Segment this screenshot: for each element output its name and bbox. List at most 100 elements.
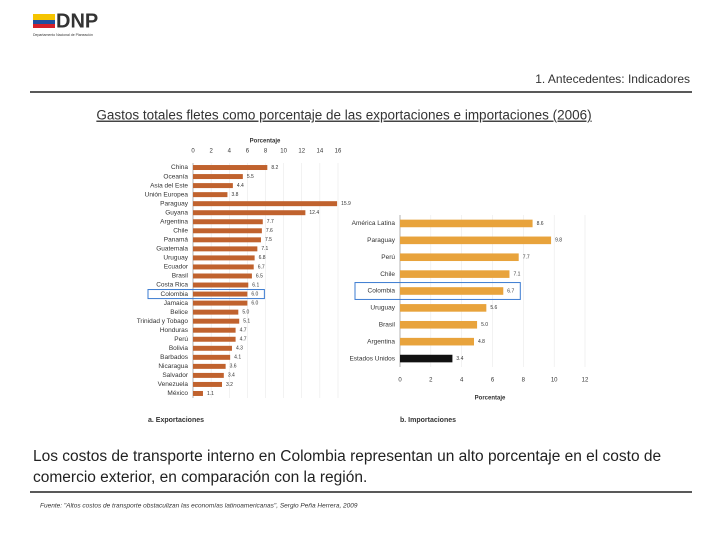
category-label: Panamá [164, 237, 189, 244]
value-label: 5.0 [481, 322, 488, 328]
category-label: Belice [170, 309, 188, 316]
x-tick-label: 12 [582, 378, 589, 384]
x-tick-label: 10 [280, 149, 287, 155]
bar [400, 236, 552, 245]
value-label: 5.6 [490, 305, 497, 311]
value-label: 3.6 [230, 364, 237, 370]
category-label: Guatemala [156, 246, 188, 253]
x-tick-label: 2 [209, 149, 213, 155]
value-label: 12.4 [309, 210, 319, 216]
bar [400, 320, 478, 329]
value-label: 7.6 [266, 228, 273, 234]
x-tick-label: 2 [429, 378, 433, 384]
bar [193, 309, 239, 315]
category-label: Unión Europea [145, 191, 189, 198]
x-tick-label: 8 [264, 149, 268, 155]
category-label: Chile [380, 271, 395, 278]
value-label: 6.7 [507, 288, 514, 294]
category-label: Jamaica [164, 300, 189, 307]
category-label: Chile [173, 228, 188, 235]
value-label: 3.2 [226, 382, 233, 388]
bar [193, 327, 236, 333]
bar [193, 237, 261, 243]
category-label: Brasil [172, 273, 189, 280]
bar [400, 253, 519, 262]
bar [193, 390, 203, 396]
bar [400, 287, 504, 295]
value-label: 6.8 [259, 255, 266, 261]
category-label: Trinidad y Tobago [137, 318, 189, 325]
category-label: Estados Unidos [349, 355, 395, 362]
x-tick-label: 6 [246, 149, 250, 155]
category-label: Colombia [161, 291, 189, 298]
bar [193, 165, 268, 171]
category-label: Paraguay [367, 237, 396, 244]
value-label: 8.6 [537, 221, 544, 227]
x-tick-label: 12 [298, 149, 305, 155]
x-tick-label: 0 [398, 378, 402, 384]
bar [193, 381, 222, 387]
bar [400, 270, 510, 278]
category-label: Brasil [379, 321, 396, 328]
value-label: 4.7 [240, 328, 247, 334]
category-label: Perú [174, 336, 188, 343]
logo-name: DNP [56, 10, 98, 32]
value-label: 4.4 [237, 183, 244, 189]
bar [193, 183, 233, 189]
section-header: 1. Antecedentes: Indicadores [535, 72, 690, 86]
bar [400, 219, 533, 228]
value-label: 3.4 [228, 373, 235, 379]
category-label: México [167, 390, 188, 397]
value-label: 9.8 [555, 238, 562, 244]
bar [400, 337, 474, 346]
bar [193, 291, 248, 297]
x-tick-label: 4 [460, 378, 464, 384]
flag-red [33, 24, 55, 28]
chart-title: a. Exportaciones [148, 417, 204, 424]
value-label: 8.2 [271, 165, 278, 171]
value-label: 6.7 [258, 264, 265, 270]
value-label: 1.1 [207, 391, 214, 397]
value-label: 5.1 [243, 319, 250, 325]
value-label: 6.0 [251, 300, 258, 306]
category-label: Argentina [160, 218, 188, 225]
x-tick-label: 14 [317, 149, 324, 155]
category-label: Guyana [165, 209, 188, 216]
value-label: 6.1 [252, 282, 259, 288]
bar [193, 228, 262, 234]
value-label: 4.3 [236, 346, 243, 352]
value-label: 7.1 [513, 271, 520, 277]
source: Fuente: "Altos costos de transporte obst… [40, 503, 358, 510]
x-tick-label: 10 [551, 378, 558, 384]
x-tick-label: 16 [335, 149, 342, 155]
value-label: 15.9 [341, 201, 351, 207]
bar [193, 192, 228, 198]
value-label: 4.7 [240, 337, 247, 343]
value-label: 5.5 [247, 174, 254, 180]
bar [193, 255, 255, 261]
x-axis-label: Porcentaje [250, 139, 281, 145]
bar [193, 336, 236, 342]
value-label: 7.7 [523, 255, 530, 261]
category-label: Oceanía [163, 173, 188, 180]
category-label: Venezuela [158, 381, 189, 388]
bar [193, 354, 231, 360]
x-tick-label: 0 [191, 149, 195, 155]
category-label: Paraguay [160, 200, 189, 207]
bar [193, 372, 224, 378]
category-label: Perú [381, 254, 395, 261]
category-label: Nicaragua [158, 363, 188, 370]
value-label: 7.7 [267, 219, 274, 225]
bar [193, 246, 258, 252]
value-label: 5.0 [242, 309, 249, 315]
bar [400, 354, 453, 363]
category-label: Argentina [367, 338, 395, 345]
value-label: 7.1 [261, 246, 268, 252]
x-tick-label: 8 [522, 378, 526, 384]
value-label: 4.1 [234, 355, 241, 361]
flag-blue [33, 20, 55, 24]
category-label: China [171, 164, 188, 171]
highlight-box [147, 289, 265, 300]
category-label: Colombia [368, 288, 396, 295]
body-text: Los costos de transporte interno en Colo… [33, 448, 662, 486]
